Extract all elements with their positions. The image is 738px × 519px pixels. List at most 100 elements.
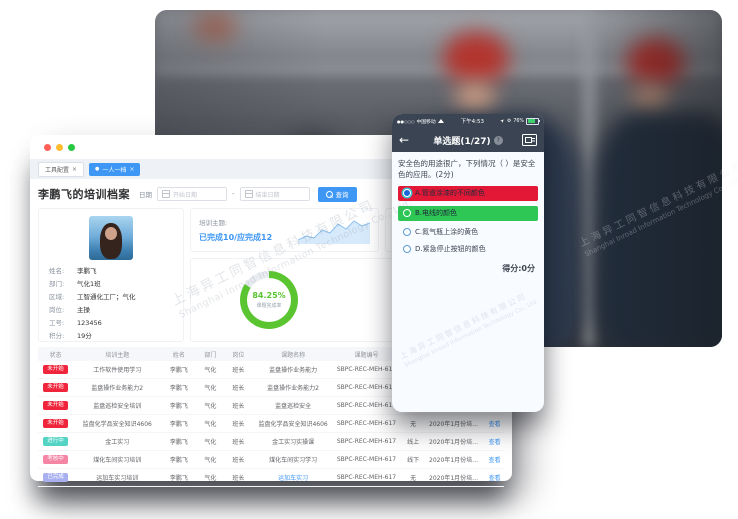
battery-icon <box>526 117 540 125</box>
face-worker2 <box>633 84 669 114</box>
search-icon <box>325 190 333 198</box>
cell-course: 运加车实习 <box>252 468 334 487</box>
quiz-option[interactable]: C.氮气瓶上涂的黄色 <box>398 226 538 238</box>
back-arrow-icon[interactable]: ← <box>399 133 410 147</box>
tab-close-icon[interactable]: × <box>72 165 78 173</box>
cell-code: SBPC-REC-MEH-617 <box>333 378 400 397</box>
profile-field: 姓名: 李鹏飞 <box>49 265 173 278</box>
cell-post: 班长 <box>224 378 253 397</box>
quiz-option[interactable]: D.紧急停止按钮的颜色 <box>398 243 538 255</box>
radio-icon <box>403 209 411 218</box>
cell-course: 金工实习实操课 <box>252 432 334 451</box>
tab-tool-config[interactable]: 工具配置 × <box>38 161 85 177</box>
tab-bar: 工具配置 × ● 一人一档 × <box>30 159 512 179</box>
answer-card-icon[interactable] <box>522 134 537 146</box>
avatar-face <box>105 227 117 240</box>
tab-one-person-one-file[interactable]: ● 一人一档 × <box>89 162 141 176</box>
cell-topic: 监盘化学品安全知识4606 <box>72 414 162 433</box>
option-label: B.电线的颜色 <box>415 209 458 218</box>
cell-name: 李鹏飞 <box>161 432 197 451</box>
question-counter-title: 单选题(1/27) <box>433 136 491 147</box>
table-row: 进行中 金工实习 李鹏飞 气化 班长 金工实习实操课 SBPC-REC-MEH-617 线上 2… <box>38 432 504 451</box>
cell-topic: 监盘操作业务能力2 <box>72 378 162 397</box>
radio-icon <box>403 189 411 198</box>
view-link[interactable]: 查看 <box>488 475 501 482</box>
cell-course: 监盘化学品安全知识4606 <box>252 414 334 433</box>
end-date-placeholder: 结束日期 <box>255 191 280 199</box>
view-link[interactable]: 查看 <box>488 457 501 464</box>
cell-plan: 2020年1月份培训计划 <box>427 414 486 433</box>
zoom-window-button[interactable] <box>68 143 75 151</box>
course-link[interactable]: 运加车实习 <box>278 475 309 482</box>
cell-name: 李鹏飞 <box>161 468 197 487</box>
cell-name: 李鹏飞 <box>161 450 197 469</box>
donut-label: 课题完成率 <box>256 303 282 309</box>
cell-code: SBPC-REC-MEH-617 <box>333 450 400 469</box>
red-helmet-worker2 <box>627 38 685 86</box>
cell-status: 进行中 <box>38 432 73 451</box>
cell-course: 监盘操作业务能力 <box>252 361 334 379</box>
date-label: 日期 <box>139 191 152 199</box>
topic-value: 已完成10/应完成12 <box>199 233 273 242</box>
table-row: 考核中 煤化车间实习培训 李鹏飞 气化 班长 煤化车间实习学习 SBPC-REC-MEH-6… <box>38 450 504 469</box>
cell-mode: 无 <box>399 468 428 487</box>
cell-mode: 线下 <box>399 450 428 469</box>
quiz-body: 安全色的用途很广，下列情况（ ）是安全色的应用。(2分) A.管道涂漆的不同颜色… <box>392 152 544 274</box>
end-date-input[interactable]: 结束日期 <box>239 187 310 201</box>
cell-dept: 气化 <box>196 396 225 415</box>
option-label: A.管道涂漆的不同颜色 <box>415 189 485 198</box>
cell-dept: 气化 <box>196 432 225 451</box>
help-icon[interactable]: ? <box>493 135 503 145</box>
profile-card: 姓名: 李鹏飞 部门: 气化1班 区域: 工智通化工厂；气化 岗位: 主操 工号… <box>38 208 184 342</box>
tab-close-icon[interactable]: × <box>129 165 135 173</box>
mobile-quiz-screen: ●●○○○ 中国移动 下午4:53 ➤ ⚙ 76% ← 单选题(1/27) ? … <box>392 114 544 412</box>
cell-status: 未开始 <box>38 361 73 379</box>
date-range-separator: - <box>232 190 235 198</box>
status-badge: 未开始 <box>43 364 68 375</box>
profile-field: 岗位: 主操 <box>49 304 173 317</box>
tab-label: 工具配置 <box>45 166 70 174</box>
cell-dept: 气化 <box>196 468 225 487</box>
options-list: A.管道涂漆的不同颜色 B.电线的颜色 C.氮气瓶上涂的黄色 D.紧急停止按钮的… <box>398 185 538 255</box>
close-window-button[interactable] <box>44 143 51 151</box>
field-label: 积分: <box>49 332 65 340</box>
field-value: 主操 <box>77 306 90 314</box>
status-badge: 已完成 <box>43 472 68 483</box>
profile-field: 工号: 123456 <box>49 317 173 330</box>
page-title: 李鹏飞的培训档案 <box>38 188 130 201</box>
search-button[interactable]: 查询 <box>317 186 357 202</box>
view-link[interactable]: 查看 <box>488 421 501 428</box>
profile-field: 区域: 工智通化工厂；气化 <box>49 291 173 304</box>
view-link[interactable]: 查看 <box>488 439 501 446</box>
status-time: 下午4:53 <box>460 119 484 125</box>
cell-code: SBPC-REC-MEH-617 <box>333 396 400 415</box>
cell-course: 监盘巡检安全 <box>252 396 334 415</box>
cell-topic: 监盘巡检安全培训 <box>72 396 162 415</box>
signal-dots-icon: ●●○○○ <box>397 118 415 124</box>
minimize-window-button[interactable] <box>56 143 63 151</box>
status-badge: 未开始 <box>43 382 68 393</box>
cell-status: 未开始 <box>38 414 73 433</box>
start-date-input[interactable]: 开始日期 <box>157 187 227 201</box>
column-header: 课题编号 <box>333 347 400 361</box>
phone-status-bar: ●●○○○ 中国移动 下午4:53 ➤ ⚙ 76% <box>392 114 544 128</box>
nav-title-wrap: 单选题(1/27) ? <box>392 134 544 147</box>
cell-name: 李鹏飞 <box>161 414 197 433</box>
column-header: 课题名称 <box>252 347 334 361</box>
cell-mode: 线上 <box>399 432 428 451</box>
cell-action: 查看 <box>485 468 504 487</box>
cell-post: 班长 <box>224 468 253 487</box>
donut-center: 84.25% 课题完成率 <box>247 278 291 322</box>
quiz-option[interactable]: B.电线的颜色 <box>398 205 538 221</box>
quiz-option[interactable]: A.管道涂漆的不同颜色 <box>398 185 538 201</box>
cell-plan: 2020年1月份培训计划 <box>427 432 486 451</box>
search-button-label: 查询 <box>335 192 349 199</box>
cell-status: 考核中 <box>38 450 73 469</box>
cell-dept: 气化 <box>196 378 225 397</box>
cell-topic: 煤化车间实习培训 <box>72 450 162 469</box>
topic-texts: 培训主题: 已完成10/应完成12 <box>199 217 272 243</box>
cell-action: 查看 <box>485 432 504 451</box>
profile-fields: 姓名: 李鹏飞 部门: 气化1班 区域: 工智通化工厂；气化 岗位: 主操 工号… <box>49 265 173 343</box>
cell-action: 查看 <box>485 450 504 469</box>
